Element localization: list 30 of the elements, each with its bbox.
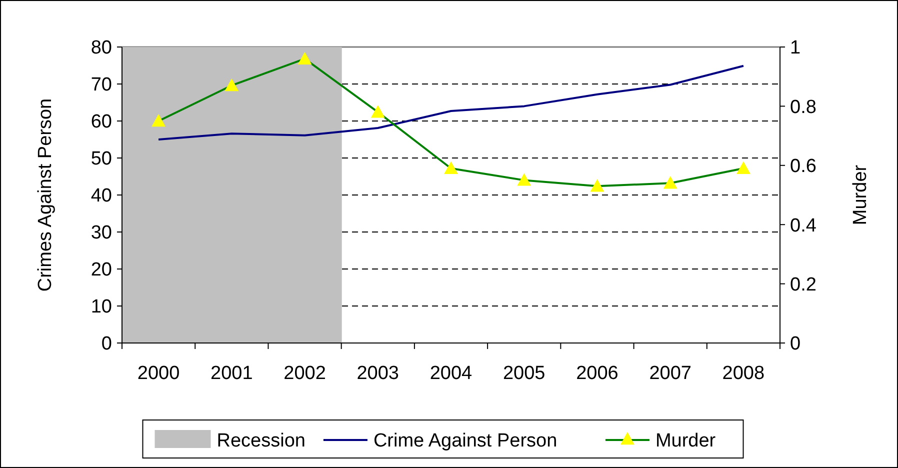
x-tick-label: 2005	[502, 363, 546, 384]
y-tick-label: 20	[90, 260, 112, 281]
y-tick-label: 60	[90, 112, 112, 133]
x-tick-label: 2003	[356, 363, 400, 384]
y-tick-label: 70	[90, 74, 112, 96]
x-tick-label: 2002	[284, 363, 326, 384]
y-axis-title: Crimes Against Person	[35, 98, 56, 292]
legend-label: Crime Against Person	[373, 430, 558, 452]
y2-tick-label: 1	[790, 38, 801, 59]
legend-label: Recession	[216, 430, 306, 452]
y2-tick-label: 0	[790, 334, 801, 355]
y-tick-label: 40	[90, 186, 112, 207]
legend-label: Murder	[655, 430, 716, 452]
x-tick-label: 2001	[210, 363, 253, 384]
y2-axis-title: Murder	[850, 164, 871, 226]
y-tick-label: 80	[90, 38, 112, 59]
x-tick-label: 2000	[137, 363, 180, 384]
x-tick-label: 2006	[576, 363, 618, 384]
y-tick-label: 0	[101, 334, 112, 355]
y2-tick-label: 0.4	[790, 215, 817, 236]
line-series	[158, 64, 744, 140]
y2-tick-label: 0.2	[790, 274, 816, 296]
y2-tick-label: 0.6	[790, 156, 816, 178]
x-tick-label: 2008	[722, 363, 765, 384]
y-tick-label: 30	[90, 222, 112, 244]
y-tick-label: 10	[90, 296, 112, 318]
y2-tick-label: 0.8	[790, 96, 816, 118]
y-tick-label: 50	[90, 148, 112, 170]
x-tick-label: 2004	[430, 363, 473, 384]
x-tick-label: 2007	[649, 363, 692, 384]
